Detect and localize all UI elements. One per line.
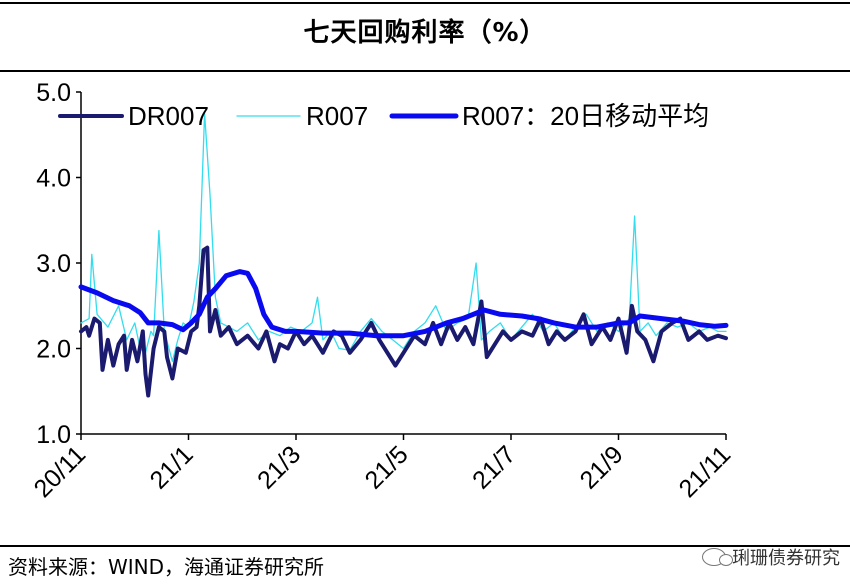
top-rule — [0, 2, 850, 4]
y-tick-label: 3.0 — [36, 250, 71, 278]
y-tick-label: 2.0 — [36, 336, 71, 364]
x-tick-label: 20/11 — [29, 440, 92, 503]
x-tick-label: 21/5 — [360, 440, 414, 494]
watermark-text: 琍珊债券研究 — [732, 548, 840, 569]
x-tick-label: 21/7 — [467, 440, 521, 494]
legend: DR007 R007 R007：20日移动平均 — [58, 101, 709, 131]
legend-label-0: DR007 — [128, 101, 209, 131]
watermark: 琍珊债券研究 — [702, 544, 840, 570]
y-tick-label: 4.0 — [36, 165, 71, 193]
x-tick-label: 21/9 — [575, 440, 629, 494]
x-tick-label: 21/1 — [145, 440, 199, 494]
legend-label-2: R007：20日移动平均 — [462, 101, 709, 131]
chart-title: 七天回购利率（%） — [303, 18, 547, 48]
y-tick-label: 5.0 — [36, 79, 71, 107]
bottom-rule — [0, 545, 850, 547]
source-note: 资料来源：WIND，海通证券研究所 — [8, 555, 325, 579]
chart-title-band: 七天回购利率（%） — [0, 0, 850, 72]
series-line-1 — [79, 245, 728, 398]
title-rule — [0, 70, 850, 72]
series-line-2 — [78, 269, 729, 339]
y-tick-label: 1.0 — [36, 421, 71, 449]
line-chart: 1.0 2.0 3.0 4.0 5.0 20/11 21/1 21/3 21/5 21/7 21/9… — [29, 79, 737, 503]
x-tick-label: 21/11 — [674, 440, 737, 503]
x-tick-label: 21/3 — [252, 440, 306, 494]
series-layer — [78, 112, 729, 398]
legend-label-1: R007 — [306, 101, 368, 131]
wechat-icon — [702, 548, 733, 566]
